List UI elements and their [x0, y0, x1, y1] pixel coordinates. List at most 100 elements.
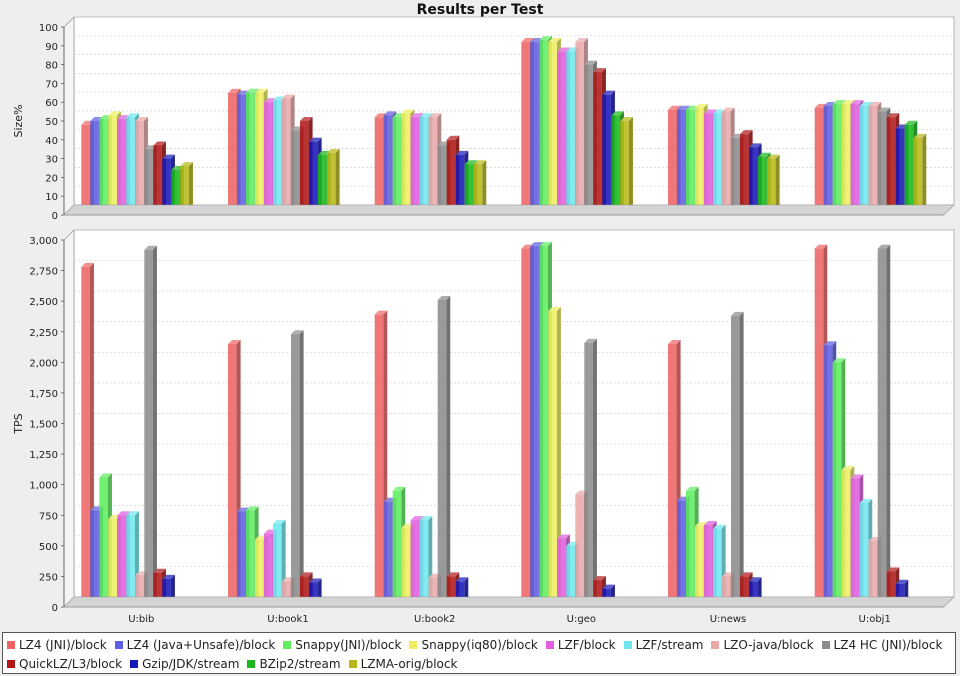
legend-swatch [711, 640, 720, 649]
bar-size [913, 133, 927, 215]
bar-top [392, 486, 406, 491]
bar-top [713, 524, 726, 529]
bar-top [228, 88, 241, 93]
bar-top [428, 113, 442, 118]
bar-top [695, 103, 708, 108]
bar-top [731, 311, 744, 316]
bar-front [850, 104, 860, 215]
bar-front [255, 539, 264, 607]
bar-top [327, 148, 340, 153]
tick-label-tps: 1,000 [29, 481, 58, 492]
bar-front [237, 511, 246, 607]
bar-front [437, 299, 447, 607]
bar-front [539, 246, 548, 607]
bar-tps [437, 295, 451, 607]
bar-front [455, 581, 465, 607]
bar-top [593, 576, 606, 581]
legend-swatch [545, 640, 554, 649]
bar-top [859, 499, 873, 504]
tick-label-tps: 1,750 [29, 389, 58, 400]
bar-top [521, 38, 534, 43]
bar-front [823, 345, 833, 607]
bar-front [593, 580, 602, 607]
category-label: U:geo [567, 614, 596, 625]
bar-front [126, 515, 135, 607]
bar-front [419, 117, 429, 215]
bar-front [749, 581, 758, 607]
tick-label-tps: 2,250 [29, 328, 58, 339]
bar-top [620, 117, 633, 121]
bar-front [859, 503, 869, 607]
bar-front [264, 533, 273, 607]
bar-front [686, 490, 695, 607]
bar-top [374, 310, 388, 315]
bar-top [180, 162, 193, 167]
bar-top [913, 133, 927, 138]
legend-item: Snappy(iq80)/block [409, 638, 538, 652]
legend-label: LZ4 (Java+Unsafe)/block [126, 637, 276, 652]
category-label: U:book2 [414, 614, 455, 625]
bar-front [704, 113, 713, 215]
bar-tps [548, 306, 561, 607]
tick-label-tps: 2,500 [29, 297, 58, 308]
bar-front [153, 145, 162, 215]
bar-front [419, 520, 429, 607]
legend-swatch [283, 640, 292, 649]
bar-front [521, 248, 530, 607]
bar-top [309, 578, 322, 583]
bar-top [740, 130, 753, 135]
bar-top [868, 101, 882, 106]
tick-label-tps: 3,000 [29, 236, 58, 247]
bar-front [392, 490, 402, 607]
tick-label-tps: 250 [39, 572, 58, 583]
bar-top [841, 100, 855, 105]
legend-swatch [247, 659, 256, 668]
bar-front [401, 527, 411, 607]
bar-top [668, 105, 681, 110]
bar-front [108, 115, 117, 215]
bar-top [704, 109, 717, 114]
bar-front [255, 92, 264, 215]
bar-front [566, 545, 575, 607]
bar-front [841, 469, 851, 607]
bar-top [162, 154, 175, 159]
tick-label-tps: 500 [39, 542, 58, 553]
bar-top [455, 150, 469, 155]
bar-front [264, 102, 273, 215]
bar-top [877, 107, 891, 112]
category-label: U:obj1 [859, 614, 891, 625]
legend-row: LZ4 (JNI)/block LZ4 (Java+Unsafe)/block Sn… [7, 635, 951, 654]
bar-front [841, 104, 851, 215]
bar-top [749, 577, 762, 582]
bar-top [117, 511, 130, 516]
bar-front [446, 576, 456, 607]
side-wall-size [63, 16, 75, 216]
legend-swatch [114, 640, 123, 649]
legend-item: LZ4 HC (JNI)/block [821, 638, 942, 652]
bar-top [473, 160, 487, 165]
bar-front [704, 525, 713, 607]
bar-front [374, 314, 384, 607]
bar-front [814, 248, 824, 607]
bar-front [437, 145, 447, 215]
legend-label: LZMA-orig/block [360, 656, 458, 671]
bar-front [740, 576, 749, 607]
bar-top [557, 47, 570, 52]
legend-row: QuickLZ/L3/block Gzip/JDK/stream BZip2/str… [7, 654, 951, 673]
tick-label-size: 30 [45, 155, 58, 166]
bar-front [677, 500, 686, 607]
legend-item: LZ4 (JNI)/block [7, 638, 107, 652]
bar-front [677, 109, 686, 215]
bar-front [686, 109, 695, 215]
bar-top [246, 506, 259, 511]
bar-top [859, 101, 873, 106]
bar-side [446, 295, 451, 607]
legend-swatch [7, 659, 15, 668]
bar-front [593, 72, 602, 216]
bar-top [886, 113, 900, 118]
bar-side [775, 154, 780, 215]
bar-front [318, 154, 327, 215]
bar-top [446, 572, 460, 577]
bar-top [602, 584, 615, 589]
bar-top [823, 341, 837, 346]
